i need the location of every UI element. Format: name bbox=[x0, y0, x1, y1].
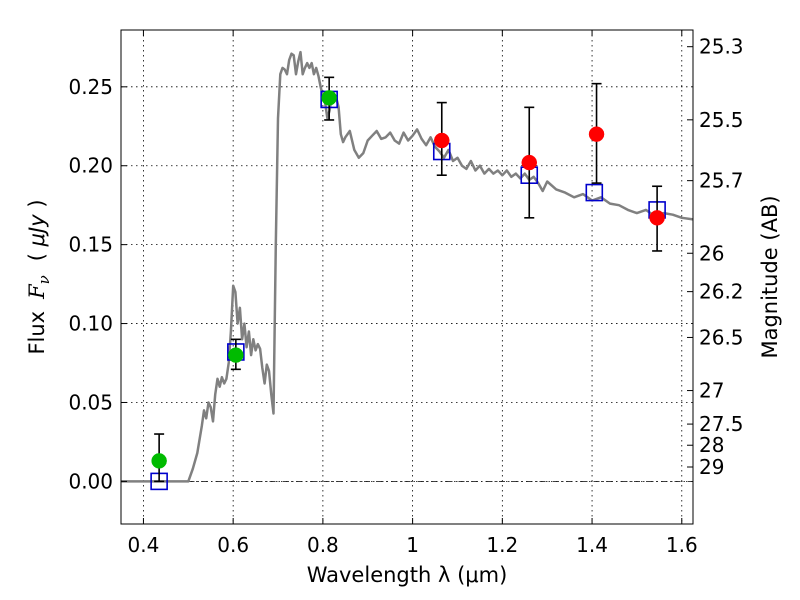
mag-tick-label: 25.5 bbox=[699, 108, 744, 132]
y-tick-label: 0.00 bbox=[68, 469, 113, 493]
x-tick-label: 0.4 bbox=[128, 533, 160, 557]
data-point bbox=[649, 210, 665, 226]
data-point bbox=[434, 132, 450, 149]
data-point bbox=[228, 347, 244, 363]
grid-layer bbox=[121, 30, 693, 524]
data-point bbox=[321, 90, 337, 106]
y-tick-label: 0.20 bbox=[68, 154, 113, 178]
x-tick-label: 0.6 bbox=[217, 533, 249, 557]
y-tick-label: 0.15 bbox=[68, 233, 113, 257]
mag-tick-label: 28 bbox=[699, 433, 724, 457]
mag-tick-label: 29 bbox=[699, 455, 724, 479]
ticks-layer: 0.4 0.6 0.8 1 1.2 1.4 1.6 0.00 0.05 0.10 0.15 0.20 0… bbox=[68, 30, 744, 557]
plot-frame bbox=[120, 29, 694, 525]
mag-tick-label: 27.5 bbox=[699, 412, 744, 436]
x-tick-label: 0.8 bbox=[307, 533, 339, 557]
data-point bbox=[521, 154, 538, 171]
x-tick-label: 1.2 bbox=[486, 533, 518, 557]
mag-tick-label: 26.2 bbox=[699, 280, 744, 304]
x-tick-label: 1 bbox=[406, 533, 419, 557]
x-tick-label: 1.6 bbox=[666, 533, 698, 557]
data-point bbox=[588, 126, 605, 142]
right-axis-title: Magnitude (AB) bbox=[758, 195, 782, 358]
mag-tick-label: 26 bbox=[699, 241, 724, 265]
y-tick-label: 0.10 bbox=[68, 312, 113, 336]
y-tick-label: 0.25 bbox=[68, 75, 113, 99]
mag-tick-label: 25.3 bbox=[699, 35, 744, 59]
data-point bbox=[151, 453, 167, 469]
mag-tick-label: 25.7 bbox=[699, 169, 744, 193]
mag-tick-label: 26.5 bbox=[699, 325, 744, 349]
mag-tick-label: 27 bbox=[699, 379, 724, 403]
y-tick-label: 0.05 bbox=[68, 390, 113, 414]
x-axis-title: Wavelength λ (μm) bbox=[307, 563, 508, 587]
points-layer bbox=[150, 76, 666, 491]
model-band-square bbox=[585, 183, 604, 202]
y-axis-title: FluxFν( μJy ) bbox=[25, 199, 53, 354]
x-tick-label: 1.4 bbox=[576, 533, 608, 557]
